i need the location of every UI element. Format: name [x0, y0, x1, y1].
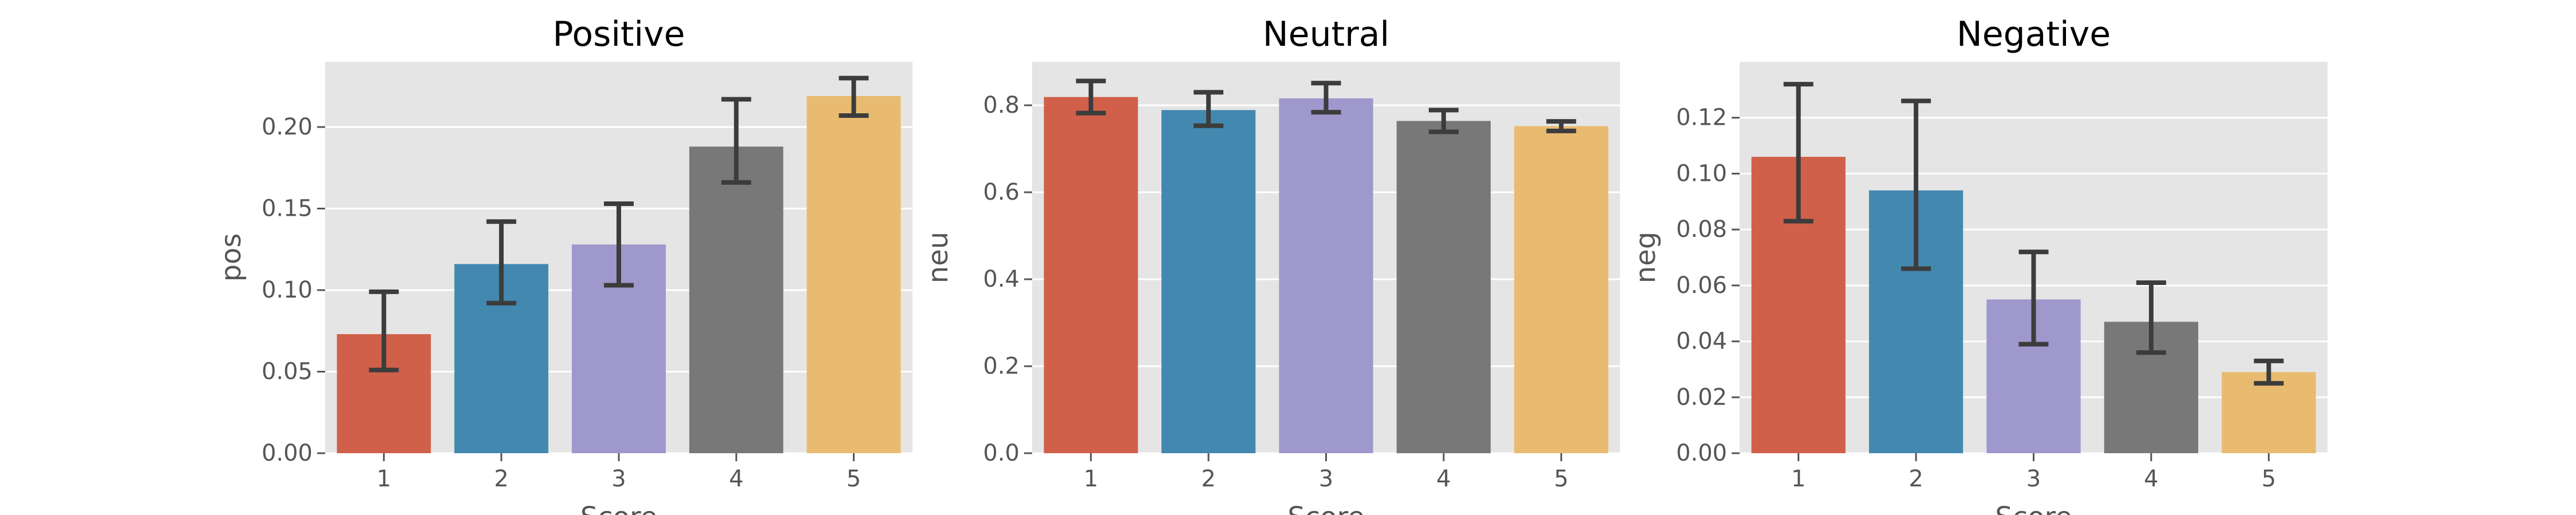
x-tick-label: 2: [1201, 466, 1215, 492]
x-tick-label: 1: [377, 466, 391, 492]
x-tick-label: 3: [1319, 466, 1333, 492]
y-tick-label: 0.00: [1676, 440, 1727, 466]
x-tick-label: 1: [1084, 466, 1098, 492]
y-tick-label: 0.00: [262, 440, 313, 466]
x-tick-label: 3: [2026, 466, 2041, 492]
bar-score-1: [1044, 97, 1138, 453]
y-tick-label: 0.08: [1676, 216, 1727, 243]
y-tick-label: 0.15: [262, 196, 313, 222]
y-tick-label: 0.05: [262, 359, 313, 385]
y-axis-label: pos: [215, 233, 247, 282]
bar-score-3: [1279, 98, 1373, 454]
y-tick-label: 0.10: [262, 277, 313, 303]
y-tick-label: 0.4: [983, 266, 1020, 292]
x-tick-label: 2: [494, 466, 508, 492]
x-tick-label: 3: [611, 466, 626, 492]
y-tick-label: 0.2: [983, 353, 1020, 379]
y-axis-label: neu: [922, 232, 954, 283]
y-tick-label: 0.6: [983, 179, 1020, 205]
y-tick-label: 0.02: [1676, 384, 1727, 410]
x-tick-label: 4: [1436, 466, 1451, 492]
x-tick-label: 1: [1791, 466, 1805, 492]
x-axis-label: Score: [1995, 501, 2072, 515]
bar-score-5: [1514, 126, 1609, 454]
x-tick-label: 5: [847, 466, 861, 492]
y-tick-label: 0.20: [262, 114, 313, 140]
y-tick-label: 0.04: [1676, 328, 1727, 355]
y-axis-label: neg: [1630, 232, 1662, 283]
chart-title: Neutral: [1263, 14, 1389, 54]
chart-title: Positive: [552, 14, 685, 54]
y-tick-label: 0.8: [983, 92, 1020, 118]
bar-score-5: [2222, 372, 2316, 453]
bar-score-2: [1161, 110, 1256, 454]
bar-score-4: [689, 146, 784, 453]
x-tick-label: 5: [2262, 466, 2276, 492]
x-axis-label: Score: [1287, 501, 1364, 515]
y-tick-label: 0.12: [1676, 105, 1727, 131]
x-axis-label: Score: [580, 501, 657, 515]
y-tick-label: 0.0: [983, 440, 1020, 466]
bar-score-5: [807, 96, 901, 454]
x-tick-label: 4: [729, 466, 743, 492]
y-tick-label: 0.06: [1676, 272, 1727, 299]
x-tick-label: 4: [2144, 466, 2158, 492]
bar-score-4: [1396, 121, 1491, 454]
chart-title: Negative: [1957, 14, 2111, 54]
y-tick-label: 0.10: [1676, 160, 1727, 187]
x-tick-label: 2: [1909, 466, 1923, 492]
x-tick-label: 5: [1554, 466, 1568, 492]
